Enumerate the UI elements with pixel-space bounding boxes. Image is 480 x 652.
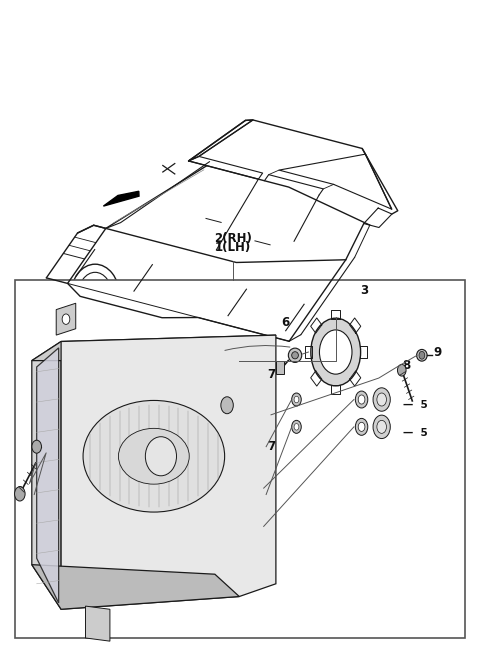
Circle shape [373,415,390,439]
Polygon shape [61,335,276,609]
Ellipse shape [292,351,299,359]
Circle shape [358,422,365,432]
Polygon shape [32,335,276,361]
Circle shape [32,440,41,453]
Ellipse shape [119,428,189,484]
Circle shape [397,364,406,376]
Circle shape [377,421,386,434]
Text: 6: 6 [281,316,289,329]
Circle shape [419,351,425,359]
Ellipse shape [417,349,427,361]
Polygon shape [32,565,240,609]
Circle shape [294,396,299,403]
Circle shape [294,424,299,430]
Circle shape [62,314,70,325]
Circle shape [292,421,301,434]
Text: 9: 9 [434,346,442,359]
Circle shape [377,393,386,406]
Text: 7: 7 [267,440,275,453]
Text: 1(LH): 1(LH) [215,241,251,254]
FancyBboxPatch shape [276,361,284,374]
Ellipse shape [83,400,225,512]
FancyBboxPatch shape [15,280,465,638]
Circle shape [320,330,352,374]
Text: 4: 4 [15,485,23,498]
Text: 7: 7 [267,368,275,381]
Polygon shape [85,606,110,641]
Circle shape [355,391,368,408]
Circle shape [292,393,301,406]
Ellipse shape [145,437,177,476]
Polygon shape [103,191,139,206]
Circle shape [373,388,390,411]
Text: 2(RH): 2(RH) [214,231,252,244]
Circle shape [14,486,25,501]
Polygon shape [32,342,61,609]
Polygon shape [56,303,76,335]
Circle shape [221,397,233,414]
Polygon shape [36,348,59,603]
Circle shape [355,419,368,436]
Circle shape [358,395,365,404]
Ellipse shape [288,348,302,363]
Text: 8: 8 [403,359,411,372]
Circle shape [311,318,360,386]
Text: —  5: — 5 [403,400,428,410]
Text: 3: 3 [360,284,369,297]
Text: —  5: — 5 [403,428,428,438]
